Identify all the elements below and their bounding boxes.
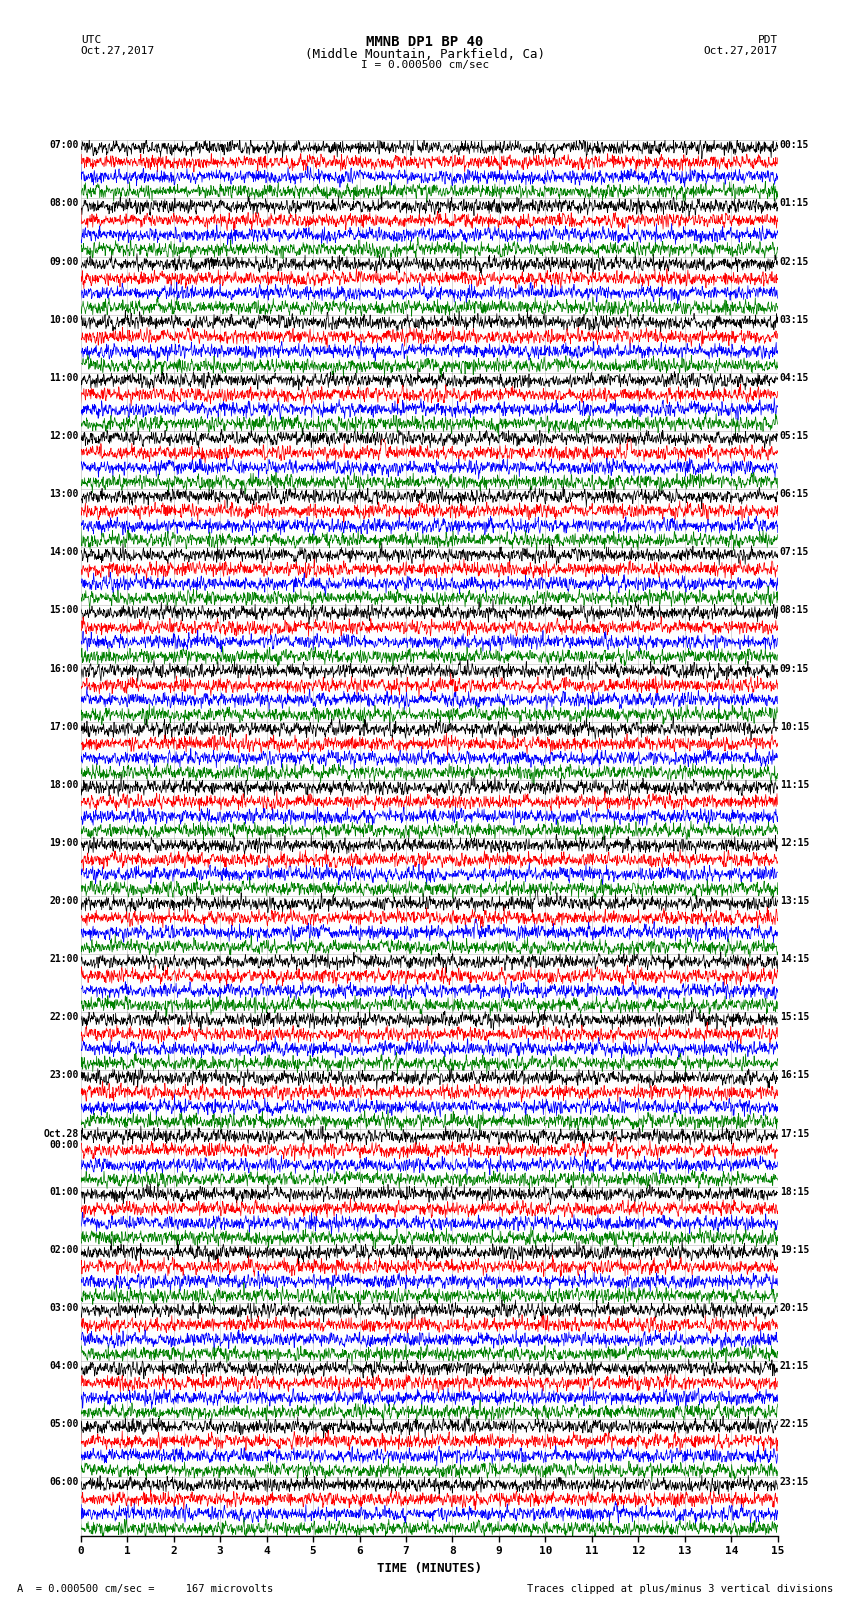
Text: 22:15: 22:15 bbox=[779, 1419, 809, 1429]
Text: 08:15: 08:15 bbox=[779, 605, 809, 616]
Text: 14:00: 14:00 bbox=[49, 547, 79, 556]
Text: 18:15: 18:15 bbox=[779, 1187, 809, 1197]
Text: 10:15: 10:15 bbox=[779, 721, 809, 732]
Text: 04:15: 04:15 bbox=[779, 373, 809, 382]
Text: 05:15: 05:15 bbox=[779, 431, 809, 440]
Text: 07:15: 07:15 bbox=[779, 547, 809, 556]
Text: Oct.27,2017: Oct.27,2017 bbox=[81, 45, 155, 56]
Text: UTC: UTC bbox=[81, 35, 101, 45]
Text: 01:15: 01:15 bbox=[779, 198, 809, 208]
X-axis label: TIME (MINUTES): TIME (MINUTES) bbox=[377, 1561, 482, 1574]
Text: 17:00: 17:00 bbox=[49, 721, 79, 732]
Text: 13:15: 13:15 bbox=[779, 897, 809, 907]
Text: 05:00: 05:00 bbox=[49, 1419, 79, 1429]
Text: 12:15: 12:15 bbox=[779, 839, 809, 848]
Text: 16:15: 16:15 bbox=[779, 1071, 809, 1081]
Text: 21:15: 21:15 bbox=[779, 1361, 809, 1371]
Text: 04:00: 04:00 bbox=[49, 1361, 79, 1371]
Text: 17:15: 17:15 bbox=[779, 1129, 809, 1139]
Text: PDT: PDT bbox=[757, 35, 778, 45]
Text: 16:00: 16:00 bbox=[49, 663, 79, 674]
Text: 02:15: 02:15 bbox=[779, 256, 809, 266]
Text: A  = 0.000500 cm/sec =     167 microvolts: A = 0.000500 cm/sec = 167 microvolts bbox=[17, 1584, 273, 1594]
Text: 11:15: 11:15 bbox=[779, 779, 809, 790]
Text: 08:00: 08:00 bbox=[49, 198, 79, 208]
Text: 20:00: 20:00 bbox=[49, 897, 79, 907]
Text: 21:00: 21:00 bbox=[49, 955, 79, 965]
Text: 15:15: 15:15 bbox=[779, 1013, 809, 1023]
Text: Oct.27,2017: Oct.27,2017 bbox=[704, 45, 778, 56]
Text: 10:00: 10:00 bbox=[49, 315, 79, 324]
Text: 19:15: 19:15 bbox=[779, 1245, 809, 1255]
Text: I = 0.000500 cm/sec: I = 0.000500 cm/sec bbox=[361, 60, 489, 69]
Text: 02:00: 02:00 bbox=[49, 1245, 79, 1255]
Text: Traces clipped at plus/minus 3 vertical divisions: Traces clipped at plus/minus 3 vertical … bbox=[527, 1584, 833, 1594]
Text: (Middle Mountain, Parkfield, Ca): (Middle Mountain, Parkfield, Ca) bbox=[305, 47, 545, 61]
Text: 23:00: 23:00 bbox=[49, 1071, 79, 1081]
Text: MMNB DP1 BP 40: MMNB DP1 BP 40 bbox=[366, 35, 484, 48]
Text: 18:00: 18:00 bbox=[49, 779, 79, 790]
Text: 06:00: 06:00 bbox=[49, 1478, 79, 1487]
Text: 22:00: 22:00 bbox=[49, 1013, 79, 1023]
Text: 09:00: 09:00 bbox=[49, 256, 79, 266]
Text: 15:00: 15:00 bbox=[49, 605, 79, 616]
Text: Oct.28
00:00: Oct.28 00:00 bbox=[43, 1129, 79, 1150]
Text: 00:15: 00:15 bbox=[779, 140, 809, 150]
Text: 07:00: 07:00 bbox=[49, 140, 79, 150]
Text: 19:00: 19:00 bbox=[49, 839, 79, 848]
Text: 23:15: 23:15 bbox=[779, 1478, 809, 1487]
Text: 01:00: 01:00 bbox=[49, 1187, 79, 1197]
Text: 12:00: 12:00 bbox=[49, 431, 79, 440]
Text: 09:15: 09:15 bbox=[779, 663, 809, 674]
Text: 14:15: 14:15 bbox=[779, 955, 809, 965]
Text: 03:00: 03:00 bbox=[49, 1303, 79, 1313]
Text: 11:00: 11:00 bbox=[49, 373, 79, 382]
Text: 20:15: 20:15 bbox=[779, 1303, 809, 1313]
Text: 06:15: 06:15 bbox=[779, 489, 809, 498]
Text: 03:15: 03:15 bbox=[779, 315, 809, 324]
Text: 13:00: 13:00 bbox=[49, 489, 79, 498]
